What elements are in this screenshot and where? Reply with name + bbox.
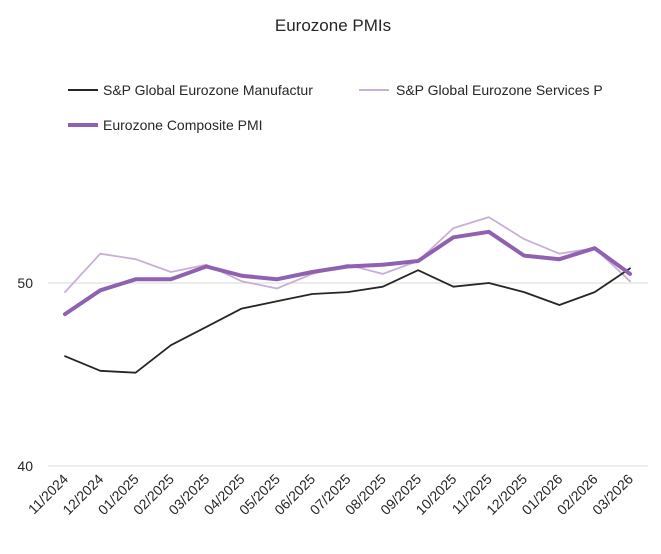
gridlines [48, 282, 648, 467]
y-tick-label: 50 [17, 275, 33, 291]
legend-label-services: S&P Global Eurozone Services P [396, 82, 603, 98]
y-tick-label: 40 [17, 458, 33, 474]
legend-label-manufacturing: S&P Global Eurozone Manufactur [103, 82, 313, 98]
chart-title: Eurozone PMIs [275, 16, 391, 35]
series-line-manufacturing [64, 267, 631, 374]
legend-label-composite: Eurozone Composite PMI [103, 117, 263, 133]
legend: S&P Global Eurozone Manufactur S&P Globa… [68, 82, 603, 133]
series-line-composite [63, 229, 632, 317]
series-lines [63, 216, 632, 374]
y-axis: 40 50 [17, 275, 33, 474]
x-axis: 11/202412/202401/202502/202503/202504/20… [25, 471, 637, 518]
